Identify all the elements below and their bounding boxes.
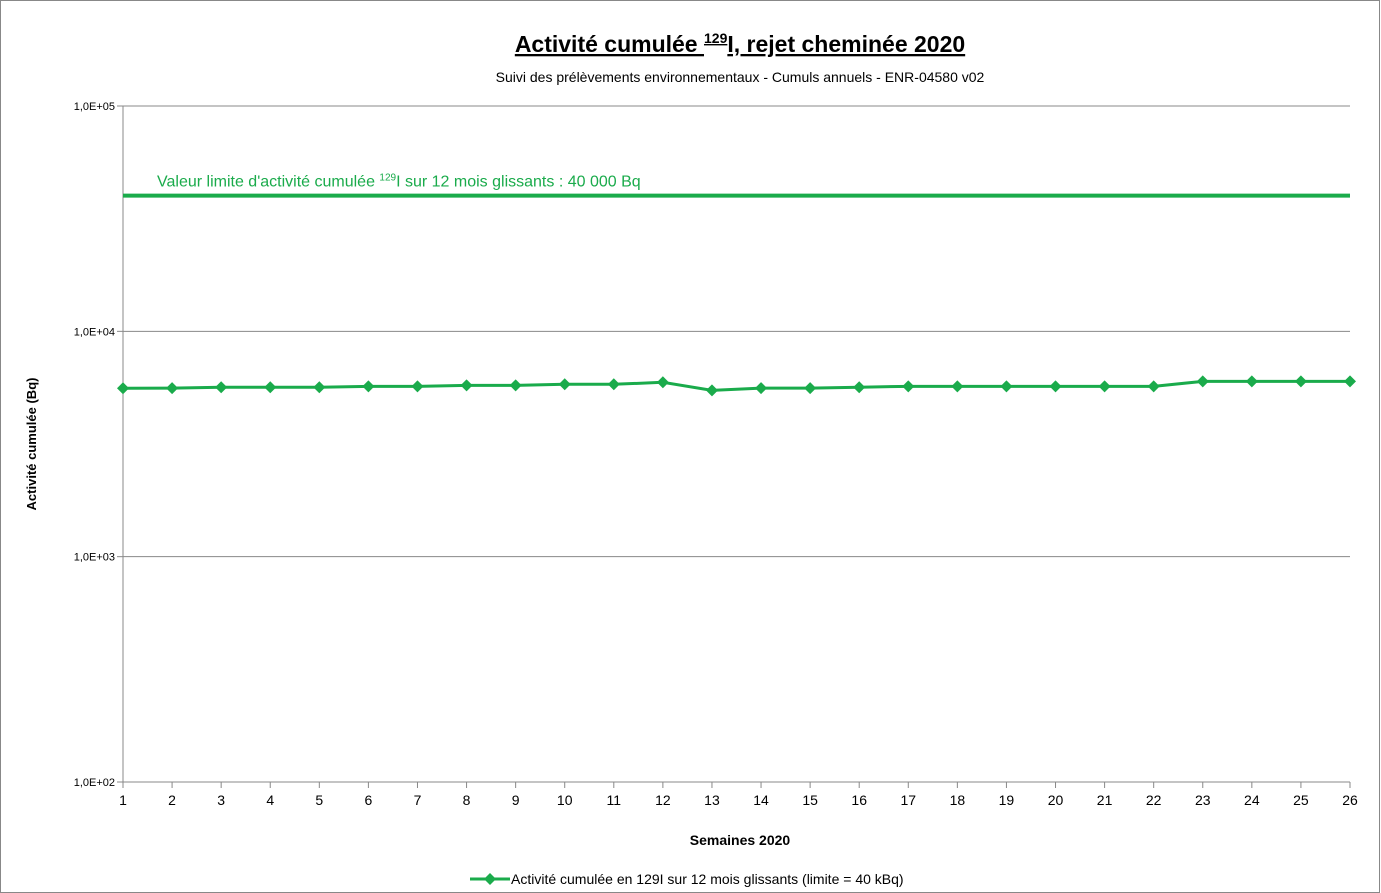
x-tick-label: 5: [315, 792, 323, 808]
point-marker: [902, 380, 915, 393]
x-tick-label: 9: [512, 792, 520, 808]
point-marker: [558, 378, 571, 391]
point-marker: [362, 380, 375, 393]
point-marker: [607, 378, 620, 391]
point-marker: [1245, 375, 1258, 388]
point-marker: [804, 382, 817, 395]
x-tick-label: 25: [1293, 792, 1309, 808]
x-tick-label: 2: [168, 792, 176, 808]
point-marker: [215, 381, 228, 394]
x-tick-label: 3: [217, 792, 225, 808]
point-marker: [166, 382, 179, 395]
x-tick-label: 15: [802, 792, 818, 808]
x-tick-label: 10: [557, 792, 573, 808]
annotation-superscript: 129: [379, 173, 396, 184]
x-tick-label: 20: [1048, 792, 1064, 808]
x-tick-label: 1: [119, 792, 127, 808]
x-tick-label: 16: [851, 792, 867, 808]
x-tick-label: 11: [607, 792, 622, 808]
title-superscript: 129: [704, 30, 728, 46]
legend-label: Activité cumulée en 129I sur 12 mois gli…: [511, 871, 904, 887]
x-tick-label: 14: [753, 792, 769, 808]
point-marker: [951, 380, 964, 393]
y-tick-label: 1,0E+02: [74, 777, 115, 789]
series-line: [122, 379, 1350, 392]
point-marker: [264, 381, 277, 394]
x-tick-label: 22: [1146, 792, 1162, 808]
point-marker: [117, 382, 129, 395]
point-marker: [411, 380, 424, 393]
annotation-part: Valeur limite d'activité cumulée: [157, 174, 379, 191]
point-marker: [509, 379, 522, 392]
y-tick-label: 1,0E+04: [74, 326, 115, 338]
chart-subtitle: Suivi des prélèvements environnementaux …: [496, 69, 985, 85]
y-tick-label: 1,0E+03: [74, 552, 115, 564]
title-part: Activité cumulée: [515, 31, 704, 57]
point-marker: [1344, 375, 1356, 388]
point-marker: [1098, 380, 1111, 393]
point-marker: [1049, 380, 1062, 393]
x-tick-label: 12: [655, 792, 671, 808]
x-tick-label: 21: [1097, 792, 1113, 808]
title-part: I, rejet cheminée 2020: [727, 31, 965, 57]
point-marker: [853, 381, 866, 394]
x-tick-label: 19: [999, 792, 1015, 808]
point-marker: [313, 381, 326, 394]
legend-marker: [484, 873, 496, 885]
y-tick-label: 1,0E+05: [74, 101, 115, 113]
x-tick-label: 8: [463, 792, 471, 808]
x-tick-label: 23: [1195, 792, 1211, 808]
x-tick-label: 17: [900, 792, 916, 808]
x-tick-label: 13: [704, 792, 720, 808]
x-tick-label: 24: [1244, 792, 1260, 808]
point-marker: [1147, 380, 1160, 393]
x-tick-label: 26: [1342, 792, 1358, 808]
x-axis-label: Semaines 2020: [690, 832, 791, 848]
annotation-part: I sur 12 mois glissants : 40 000 Bq: [396, 174, 641, 191]
point-marker: [755, 382, 768, 395]
x-tick-label: 7: [414, 792, 422, 808]
point-marker: [1294, 375, 1307, 388]
point-marker: [1196, 375, 1209, 388]
x-tick-label: 18: [950, 792, 966, 808]
point-marker: [1000, 380, 1013, 393]
y-axis-label: Activité cumulée (Bq): [24, 378, 39, 511]
x-tick-label: 6: [365, 792, 373, 808]
point-marker: [705, 384, 718, 397]
limit-annotation: Valeur limite d'activité cumulée 129I su…: [157, 173, 641, 191]
point-marker: [656, 376, 669, 389]
point-marker: [460, 379, 473, 392]
chart-title: Activité cumulée 129I, rejet cheminée 20…: [515, 30, 965, 57]
x-tick-label: 4: [266, 792, 274, 808]
